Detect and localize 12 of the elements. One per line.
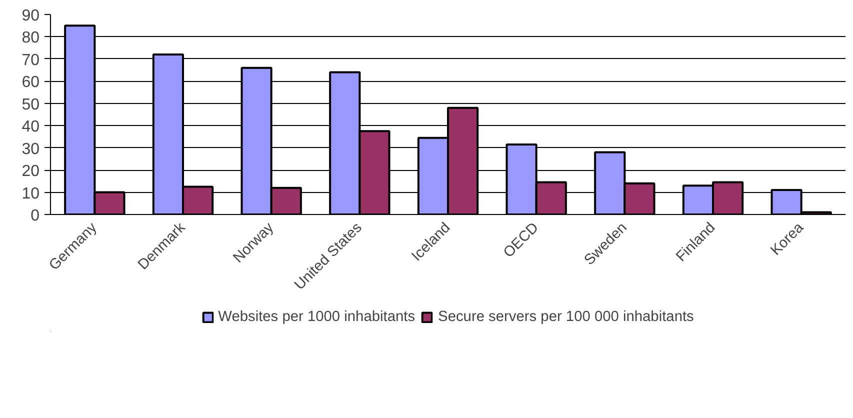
legend-label: Websites per 1000 inhabitants — [218, 309, 416, 325]
y-tick-label: 10 — [22, 185, 40, 202]
y-tick-label: 70 — [22, 52, 40, 69]
y-tick-label: 50 — [22, 96, 40, 114]
y-tick-label: 20 — [22, 163, 40, 180]
y-tick-label: 80 — [22, 30, 40, 47]
y-tick-label: 90 — [22, 8, 40, 24]
y-tick-label: 0 — [30, 208, 40, 224]
y-tick-label: 60 — [22, 74, 40, 92]
legend-label: Secure servers per 100 000 inhabitants — [438, 309, 694, 325]
y-tick-label: 40 — [22, 118, 40, 136]
y-tick-label: 30 — [22, 140, 40, 158]
